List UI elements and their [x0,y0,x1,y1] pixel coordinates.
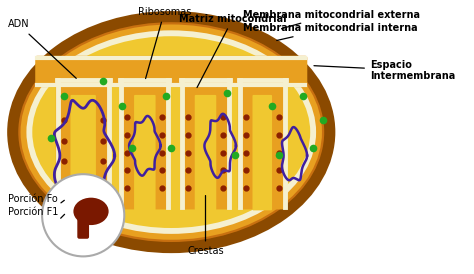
Ellipse shape [32,36,310,228]
Text: Membrana mitocondrial interna: Membrana mitocondrial interna [243,23,417,41]
FancyBboxPatch shape [77,217,89,239]
Ellipse shape [73,198,109,225]
Ellipse shape [20,24,322,240]
FancyBboxPatch shape [119,78,170,209]
FancyBboxPatch shape [195,95,216,210]
FancyBboxPatch shape [134,95,155,210]
Text: Crestas: Crestas [187,196,224,256]
FancyBboxPatch shape [71,95,96,225]
Text: Ribosomas: Ribosomas [138,7,191,79]
FancyBboxPatch shape [35,56,307,87]
Text: Espacio
Intermembrana: Espacio Intermembrana [314,60,455,81]
FancyBboxPatch shape [253,95,272,210]
Ellipse shape [13,17,330,248]
Text: Porción Fo: Porción Fo [8,194,57,204]
FancyBboxPatch shape [238,78,287,209]
Text: Porción F1: Porción F1 [8,207,58,217]
FancyBboxPatch shape [56,78,110,224]
Ellipse shape [27,30,316,234]
Text: Matriz mitocondrial: Matriz mitocondrial [179,14,287,88]
FancyBboxPatch shape [180,78,231,209]
Text: Membrana mitocondrial externa: Membrana mitocondrial externa [243,10,419,28]
Ellipse shape [42,174,124,256]
Text: ADN: ADN [8,19,76,78]
